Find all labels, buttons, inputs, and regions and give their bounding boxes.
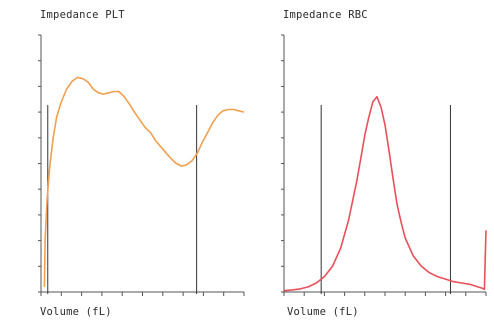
plt-histogram-curve xyxy=(43,76,245,287)
rbc-x-axis-label: Volume (fL) xyxy=(287,306,359,318)
rbc-chart-title: Impedance RBC xyxy=(283,9,368,21)
plt-chart-title: Impedance PLT xyxy=(40,9,125,21)
plt-x-axis-label: Volume (fL) xyxy=(40,306,112,318)
rbc-histogram-curve xyxy=(283,95,487,292)
